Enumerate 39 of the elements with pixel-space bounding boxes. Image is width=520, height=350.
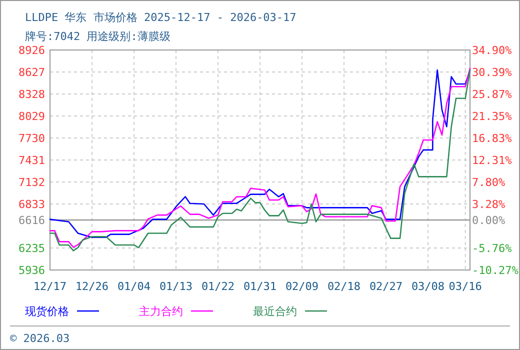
- y-tick-label: 6235: [18, 242, 45, 255]
- y2-tick-label: 16.83%: [472, 132, 512, 146]
- x-tick-label: 02/18: [327, 280, 361, 293]
- chart-title: LLDPE 华东 市场价格 2025-12-17 - 2026-03-17: [25, 11, 296, 24]
- y-tick-label: 7132: [18, 176, 45, 189]
- legend-label: 主力合约: [139, 305, 183, 318]
- legend-label: 现货价格: [25, 305, 69, 318]
- y-tick-label: 6833: [18, 198, 45, 211]
- x-tick-label: 01/31: [243, 280, 277, 293]
- y2-tick-label: 0.00%: [472, 214, 506, 227]
- chart-subtitle: 牌号:7042 用途级别:薄膜级: [25, 30, 170, 43]
- y-tick-label: 5936: [18, 264, 45, 277]
- y-tick-label: 8328: [18, 88, 45, 101]
- y-tick-label: 7431: [18, 154, 45, 167]
- y-tick-label: 7730: [18, 132, 45, 145]
- y2-tick-label: 21.35%: [472, 110, 512, 123]
- x-tick-label: 02/09: [285, 280, 319, 293]
- y-tick-label: 6616: [18, 214, 45, 227]
- y2-tick-label: 25.87%: [472, 88, 512, 101]
- x-tick-label: 01/04: [117, 280, 151, 293]
- x-tick-label: 01/13: [159, 280, 193, 293]
- x-tick-label: 01/22: [201, 280, 235, 293]
- y2-tick-label: -5.76%: [472, 242, 512, 256]
- y2-tick-label: 30.39%: [472, 66, 512, 79]
- x-tick-label: 12/26: [75, 280, 109, 293]
- y2-tick-label: -10.27%: [472, 264, 519, 277]
- y2-tick-label: 12.31%: [472, 154, 512, 168]
- x-tick-label: 03/08: [411, 280, 445, 293]
- y2-tick-label: 7.80%: [472, 176, 506, 189]
- x-tick-label: 02/27: [369, 280, 403, 293]
- x-tick-label: 12/17: [33, 280, 67, 293]
- legend-label: 最近合约: [253, 305, 297, 318]
- text: © 2026.03: [10, 332, 70, 345]
- y-tick-label: 8627: [18, 66, 45, 79]
- x-tick-label: 03/16: [448, 280, 482, 293]
- y2-tick-label: 3.28%: [472, 198, 506, 212]
- y-tick-label: 8926: [18, 44, 45, 57]
- y2-tick-label: 34.90%: [472, 44, 512, 57]
- y-tick-label: 8029: [18, 110, 45, 123]
